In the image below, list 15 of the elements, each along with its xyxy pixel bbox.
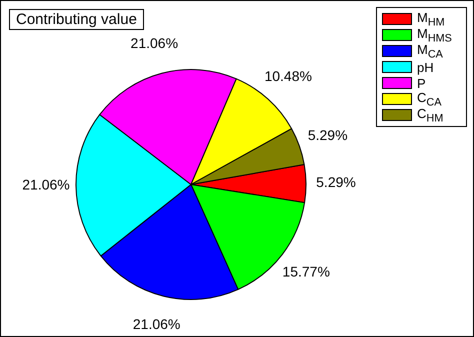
data-label: 21.06%	[22, 176, 70, 193]
data-label: 5.29%	[316, 174, 356, 190]
legend-label: C$_{HM}$	[417, 106, 444, 124]
data-label: 21.06%	[132, 316, 180, 332]
legend-label: P	[417, 76, 427, 90]
data-label: 10.48%	[264, 68, 312, 84]
legend-label: M$_{CA}$	[417, 42, 443, 60]
data-label: 5.29%	[308, 126, 348, 143]
data-label: 21.06%	[130, 35, 178, 52]
legend-label: M$_{HM}$	[417, 10, 445, 28]
data-label: 15.77%	[282, 263, 330, 280]
legend-label: C$_{CA}$	[417, 90, 442, 108]
legend-label: pH	[417, 60, 435, 74]
chart-title: Contributing value	[9, 9, 144, 30]
legend-label: M$_{HMS}$	[417, 26, 452, 44]
